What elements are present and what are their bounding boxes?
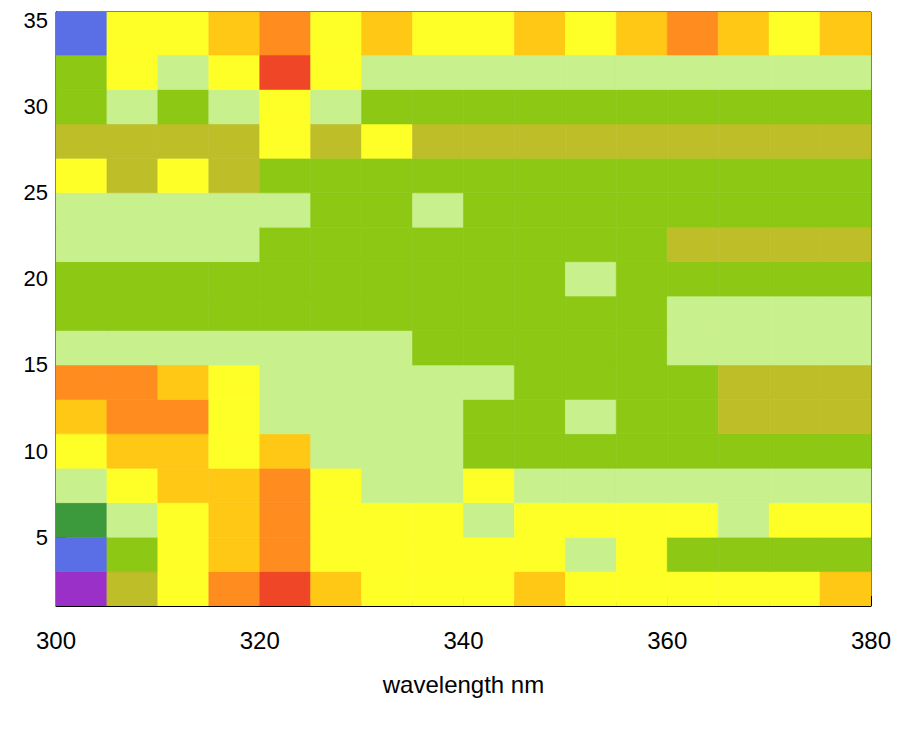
svg-text:320: 320 [240, 627, 280, 654]
svg-text:360: 360 [647, 627, 687, 654]
svg-text:25: 25 [24, 180, 48, 205]
svg-text:300: 300 [36, 627, 76, 654]
svg-text:wavelength nm: wavelength nm [382, 671, 544, 698]
svg-text:10: 10 [24, 439, 48, 464]
svg-text:35: 35 [24, 8, 48, 33]
svg-text:20: 20 [24, 266, 48, 291]
svg-text:15: 15 [24, 352, 48, 377]
svg-text:5: 5 [36, 525, 48, 550]
svg-text:380: 380 [851, 627, 891, 654]
svg-text:30: 30 [24, 94, 48, 119]
svg-text:340: 340 [443, 627, 483, 654]
